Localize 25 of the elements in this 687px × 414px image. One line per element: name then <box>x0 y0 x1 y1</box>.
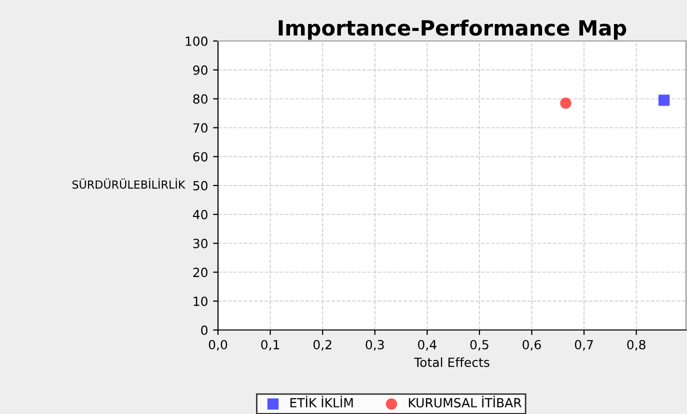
legend-label: KURUMSAL İTİBAR <box>408 396 522 408</box>
y-tick-label: 10 <box>194 296 208 306</box>
x-tick-label: 0,5 <box>470 340 488 351</box>
x-tick-label: 0,7 <box>574 340 593 351</box>
y-tick-label: 40 <box>192 210 208 220</box>
y-tick-label: 70 <box>193 123 208 133</box>
y-tick-label: 100 <box>186 36 208 46</box>
x-tick-label: 0,3 <box>366 340 384 351</box>
x-axis-title: Total Effects <box>414 357 490 368</box>
y-tick-label: 90 <box>193 65 208 75</box>
x-tick-label: 0,2 <box>313 340 332 351</box>
y-tick-label: 50 <box>193 180 208 190</box>
x-tick-label: 0,6 <box>522 340 541 351</box>
y-tick-label: 80 <box>193 94 208 104</box>
x-tick-label: 0,8 <box>627 340 646 351</box>
y-axis-title: SÜRDÜRÜLEBİLİRLİK <box>72 178 186 189</box>
x-tick-label: 0,4 <box>418 340 436 351</box>
legend-label: ETİK İKLİM <box>290 396 353 408</box>
y-tick-label: 20 <box>193 268 208 278</box>
y-tick-label: 0 <box>201 325 208 335</box>
x-tick-label: 0,0 <box>208 340 228 351</box>
x-tick-label: 0,1 <box>261 340 280 351</box>
y-tick-label: 30 <box>193 238 208 248</box>
chart-title: Importance-Performance Map <box>278 20 626 40</box>
y-tick-label: 60 <box>193 152 208 162</box>
